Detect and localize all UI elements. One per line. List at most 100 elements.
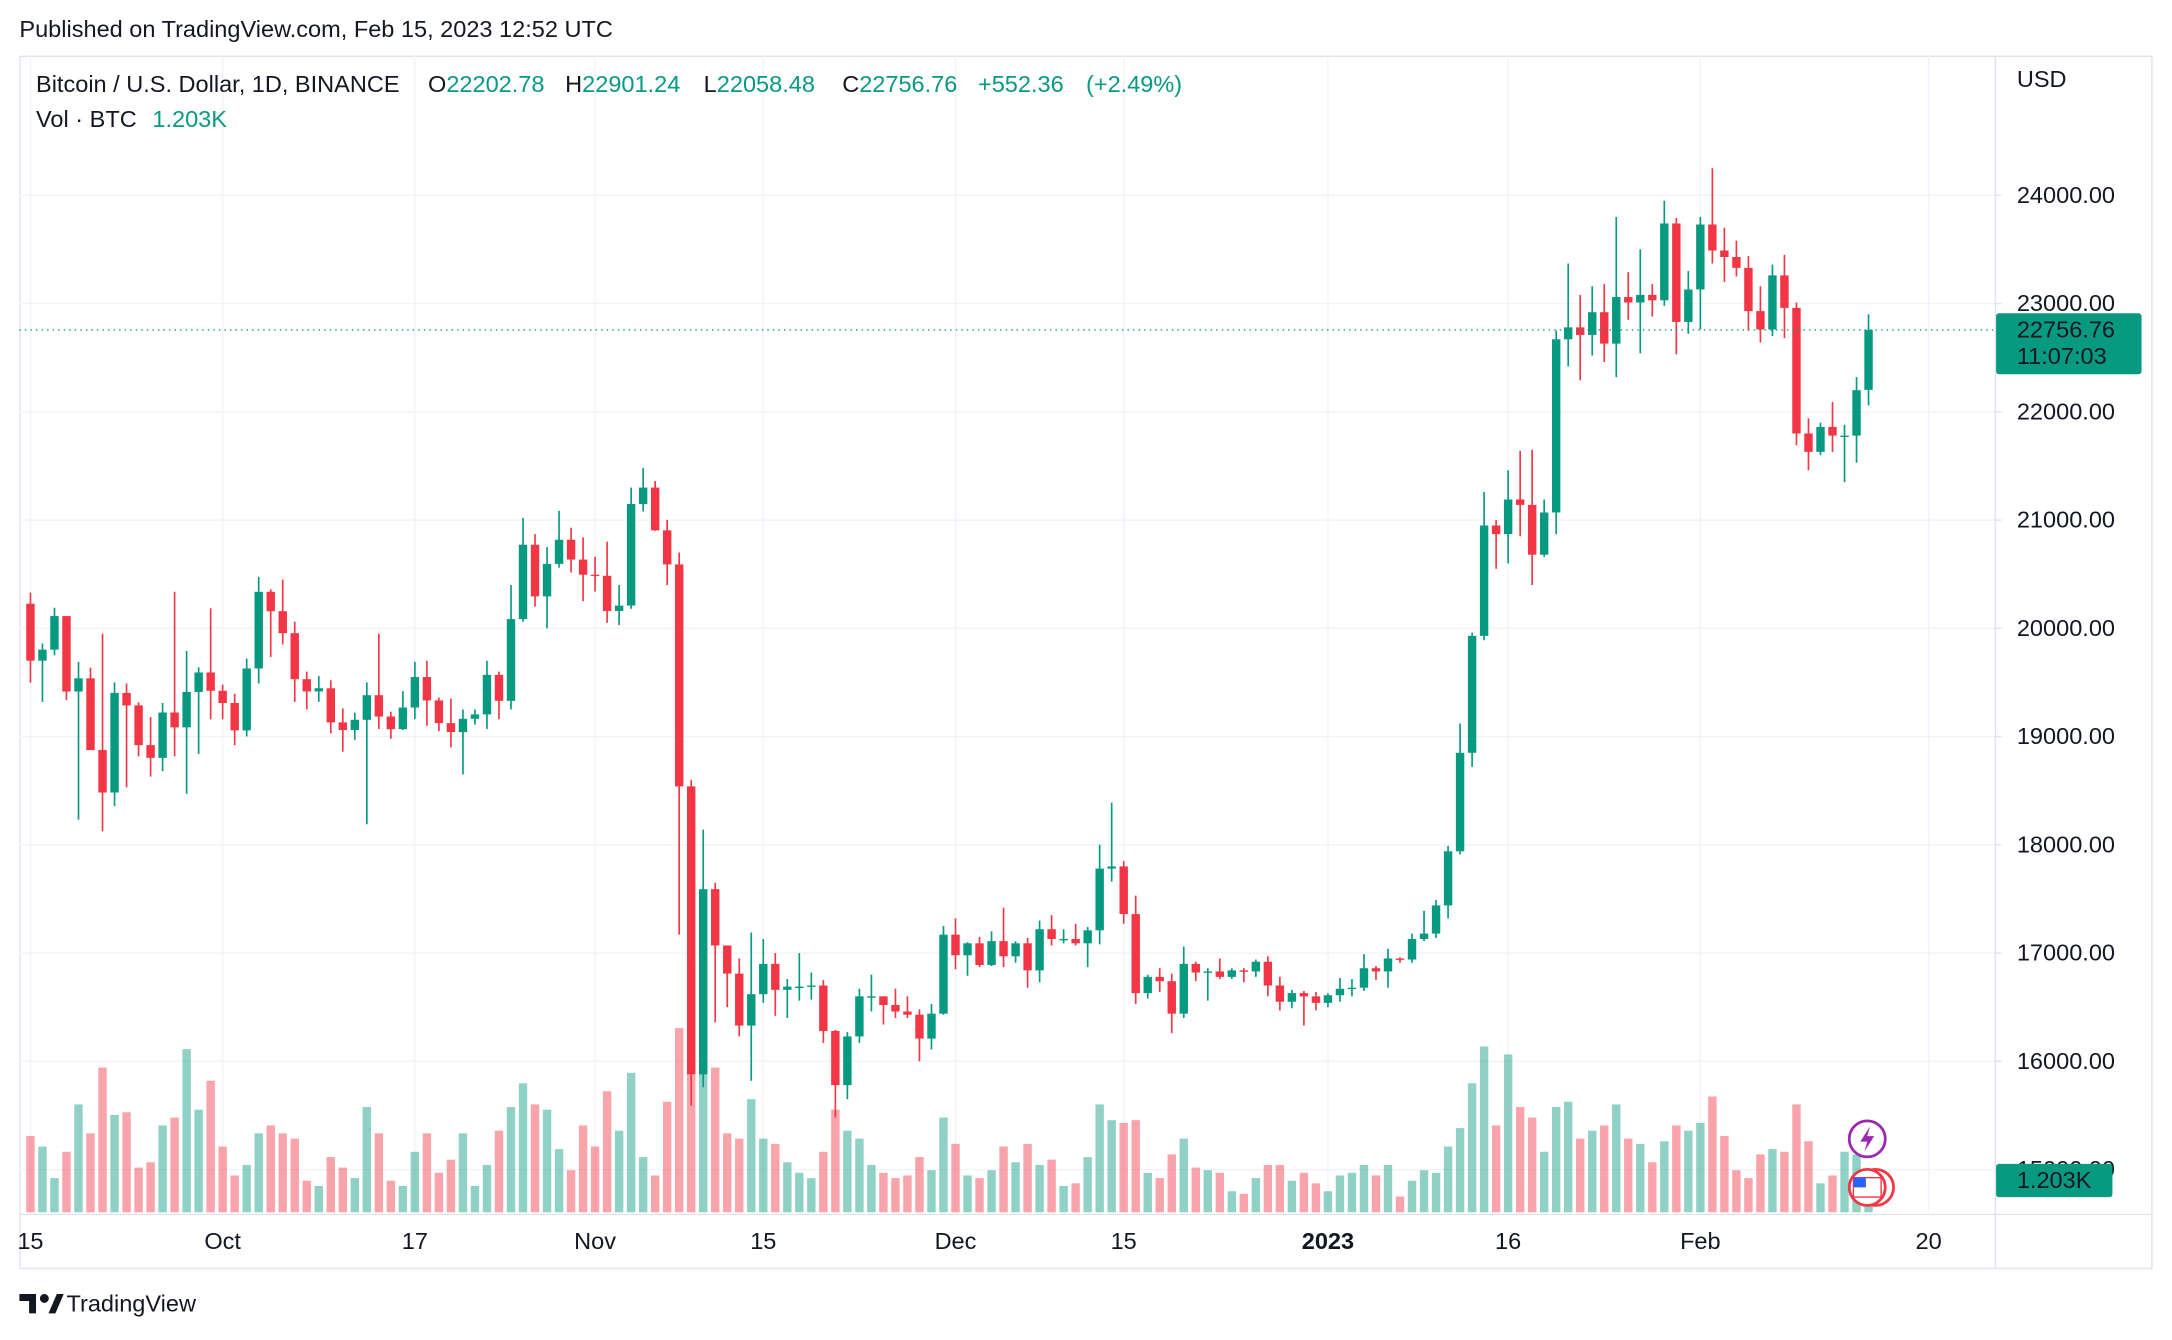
- candle-body: [266, 591, 275, 612]
- candle-body: [1395, 958, 1405, 960]
- candle-body: [1203, 971, 1212, 973]
- candle-body: [578, 559, 588, 575]
- o-label: O: [428, 71, 446, 97]
- volume-bar: [266, 1125, 275, 1213]
- candle-body: [1011, 943, 1020, 957]
- candle-body: [1503, 499, 1513, 535]
- volume-bar: [1588, 1130, 1597, 1213]
- volume-bar: [278, 1133, 287, 1213]
- volume-bar: [1612, 1104, 1621, 1213]
- volume-bar: [1155, 1178, 1164, 1213]
- volume-bar: [1539, 1151, 1549, 1213]
- volume-bar: [62, 1151, 71, 1213]
- h-label: H: [565, 71, 582, 97]
- volume-bar: [530, 1104, 540, 1213]
- volume-tag: [1996, 1163, 2113, 1198]
- volume-bar: [1564, 1101, 1573, 1213]
- volume-bar: [1395, 1196, 1405, 1213]
- volume-bar: [542, 1109, 552, 1213]
- candle-body: [518, 544, 528, 620]
- candle-body: [1191, 963, 1200, 973]
- volume-bar: [434, 1172, 444, 1213]
- candle-body: [218, 690, 227, 703]
- volume-bar: [879, 1172, 888, 1213]
- volume-value: 1.203K: [152, 106, 227, 132]
- volume-bar: [674, 1028, 684, 1213]
- candle-body: [1720, 250, 1729, 258]
- candle-body: [1792, 307, 1801, 434]
- volume-bar: [1347, 1172, 1357, 1213]
- volume-bar: [807, 1178, 816, 1213]
- volume-bar: [218, 1146, 227, 1213]
- volume-bar: [1636, 1143, 1645, 1213]
- volume-bar: [1263, 1164, 1273, 1213]
- candle-body: [326, 688, 335, 723]
- volume-bar: [951, 1143, 960, 1213]
- volume-bar: [230, 1175, 239, 1213]
- volume-bar: [458, 1133, 468, 1213]
- volume-bar: [1083, 1157, 1092, 1213]
- candle-body: [1059, 938, 1068, 941]
- candle-body: [530, 544, 540, 597]
- volume-bar: [1828, 1175, 1837, 1213]
- logo-mark: [19, 1294, 64, 1314]
- candle-body: [1287, 993, 1297, 1002]
- candle-body: [987, 941, 996, 965]
- candle-body: [1696, 224, 1705, 290]
- volume-bar: [182, 1049, 191, 1213]
- candle-body: [1515, 499, 1525, 505]
- volume-bar: [1143, 1172, 1152, 1213]
- volume-bar: [1804, 1141, 1813, 1213]
- event-icons: [1847, 1119, 1895, 1207]
- candle-body: [1744, 267, 1753, 312]
- volume-bar: [326, 1157, 335, 1213]
- y-tick-label: 17000.00: [2017, 940, 2115, 966]
- volume-bar: [1780, 1151, 1789, 1213]
- candle-body: [1419, 933, 1429, 939]
- volume-bar: [506, 1107, 516, 1213]
- candle-body: [1804, 433, 1813, 452]
- volume-bar: [1071, 1183, 1080, 1213]
- candle-body: [1455, 752, 1465, 852]
- candle-body: [711, 889, 720, 946]
- candle-body: [26, 603, 35, 661]
- volume-title: Vol · BTC: [36, 106, 137, 132]
- h-value: 22901.24: [582, 71, 680, 97]
- candle-body: [458, 718, 468, 733]
- volume-bar: [338, 1167, 348, 1213]
- volume-bar: [134, 1167, 143, 1213]
- candle-body: [446, 723, 456, 733]
- y-tick-label: 22000.00: [2017, 398, 2115, 424]
- candle-body: [735, 973, 744, 1026]
- x-tick-label: 2023: [1302, 1228, 1354, 1254]
- volume-bar: [975, 1178, 984, 1213]
- published-note: Published on TradingView.com, Feb 15, 20…: [19, 16, 612, 42]
- volume-bar: [1720, 1135, 1729, 1213]
- volume-bar: [350, 1178, 360, 1213]
- volume-bar: [1059, 1185, 1068, 1213]
- candle-body: [86, 678, 95, 751]
- candle-body: [398, 707, 408, 730]
- volume-bar: [1035, 1164, 1044, 1213]
- volume-bar: [614, 1130, 624, 1213]
- candle-body: [963, 943, 972, 956]
- volume-bar: [1179, 1138, 1188, 1213]
- volume-bar: [1600, 1125, 1609, 1213]
- candle-body: [1768, 275, 1777, 330]
- volume-bar: [1491, 1125, 1501, 1213]
- candle-body: [1251, 961, 1261, 972]
- volume-bar: [302, 1180, 311, 1213]
- volume-bar: [470, 1185, 480, 1213]
- volume-bar: [626, 1072, 636, 1213]
- candle-body: [50, 616, 59, 650]
- candle-body: [110, 692, 119, 793]
- volume-bar: [1299, 1172, 1309, 1213]
- x-tick-label: 15: [1111, 1228, 1137, 1254]
- candle-body: [939, 934, 948, 1014]
- volume-bar: [1792, 1104, 1801, 1213]
- candle-body: [1527, 504, 1537, 555]
- volume-bar: [170, 1117, 179, 1213]
- candle-body: [1539, 512, 1549, 555]
- candle-body: [1263, 961, 1273, 986]
